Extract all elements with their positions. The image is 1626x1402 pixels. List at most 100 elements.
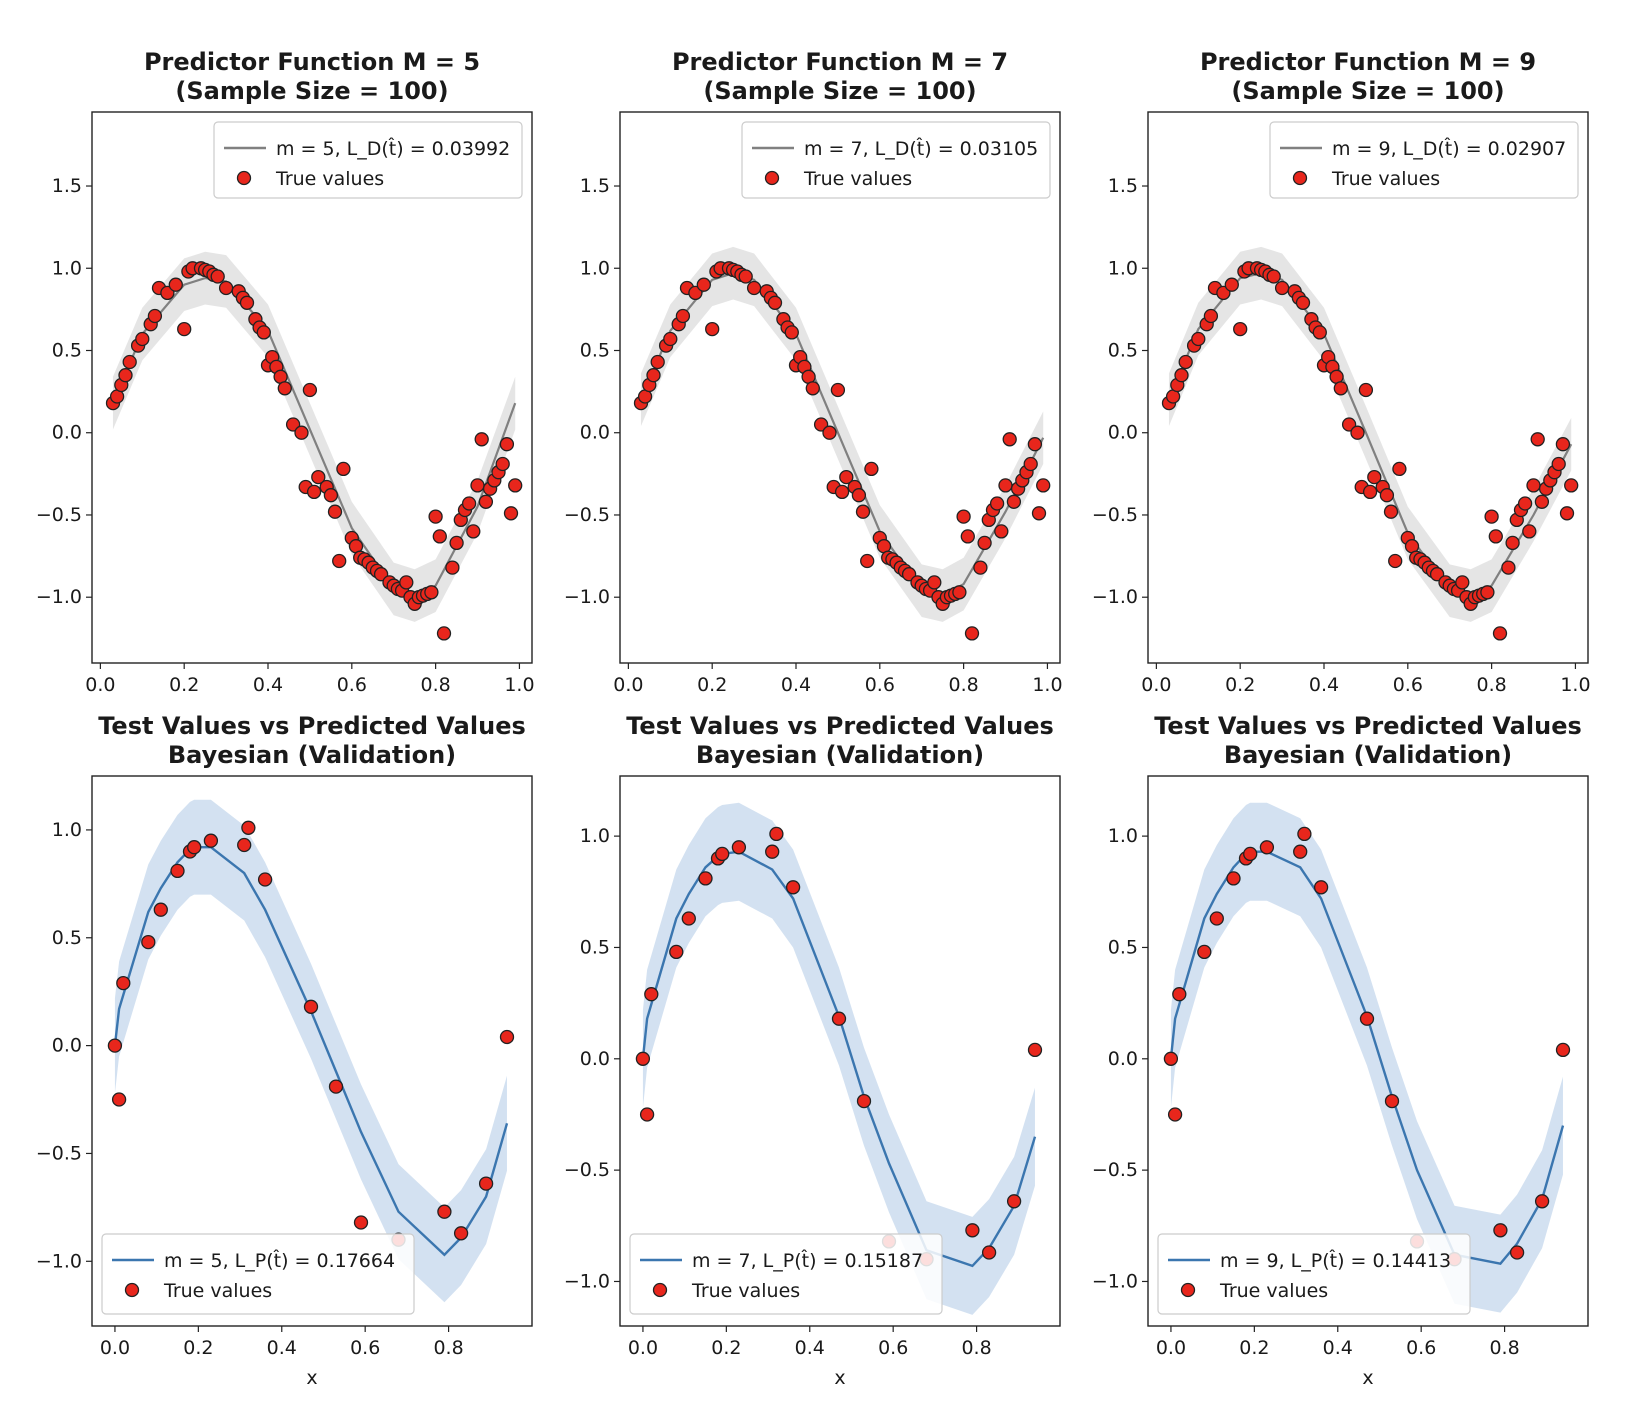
legend: m = 7, L_D(t̂) = 0.03105 True values — [741, 121, 1051, 199]
data-point — [499, 437, 515, 452]
legend: m = 9, L_D(t̂) = 0.02907 True values — [1269, 121, 1579, 199]
x-tick-label: 0.6 — [337, 674, 367, 696]
legend-frame — [741, 121, 1051, 199]
data-point — [785, 880, 801, 895]
data-point — [1031, 506, 1047, 521]
data-point — [116, 975, 131, 991]
data-point — [839, 469, 854, 485]
y-tick-label: 1.5 — [1108, 175, 1138, 197]
data-point — [1559, 506, 1575, 521]
data-point — [650, 354, 665, 370]
y-tick-label: 0.0 — [1108, 422, 1138, 444]
data-point — [153, 902, 168, 917]
y-tick-label: 1.0 — [1108, 257, 1138, 279]
x-tick-label: 0.2 — [183, 1337, 213, 1359]
data-point — [294, 425, 309, 440]
predictor-line — [1167, 272, 1573, 597]
data-point — [1027, 1042, 1043, 1058]
data-point — [1293, 844, 1308, 859]
data-point — [449, 535, 464, 551]
x-tick-label: 0.6 — [865, 674, 895, 696]
data-point — [715, 846, 730, 862]
plot-area — [633, 246, 1051, 641]
x-tick-label: 0.8 — [433, 1337, 463, 1359]
data-point — [1359, 1011, 1375, 1026]
data-point — [1492, 626, 1508, 641]
legend-entry-fit: m = 7, L_P(t̂) = 0.15187 — [692, 1250, 923, 1272]
data-point — [705, 321, 720, 337]
data-point — [237, 837, 252, 853]
legend-frame — [101, 1233, 415, 1315]
data-point — [973, 560, 988, 575]
data-point — [855, 504, 871, 519]
y-tick-label: 0.5 — [52, 339, 82, 361]
panel-title: Predictor Function M = 7 — [672, 48, 1008, 76]
data-point — [277, 381, 292, 396]
data-point — [107, 1038, 123, 1053]
data-point — [1501, 560, 1516, 575]
y-tick-label: 0.5 — [1108, 936, 1138, 958]
data-point — [1555, 437, 1571, 452]
data-point — [1358, 382, 1374, 398]
legend-frame — [1269, 121, 1579, 199]
y-tick-label: −0.5 — [564, 1159, 610, 1181]
plot-area — [1161, 246, 1579, 641]
data-point — [1484, 509, 1499, 524]
legend-frame — [213, 121, 523, 199]
x-tick-label: 0.4 — [795, 1337, 825, 1359]
data-point — [1551, 456, 1566, 472]
legend-entry-true: True values — [691, 1280, 800, 1302]
legend-frame — [1157, 1233, 1471, 1315]
x-tick-label: 0.8 — [949, 674, 979, 696]
panel-3: Predictor Function M = 9(Sample Size = 1… — [1092, 48, 1591, 696]
legend-marker-swatch — [1180, 1282, 1196, 1298]
data-point — [399, 575, 414, 590]
legend-entry-true: True values — [163, 1280, 272, 1302]
data-point — [478, 494, 494, 509]
uncertainty-band — [642, 802, 1035, 1315]
y-tick-label: 0.5 — [1108, 339, 1138, 361]
x-tick-label: 1.0 — [504, 674, 534, 696]
data-point — [784, 325, 799, 340]
data-point — [635, 1051, 651, 1066]
y-tick-label: 1.0 — [52, 257, 82, 279]
y-tick-label: −0.5 — [1092, 504, 1138, 526]
data-point — [1313, 880, 1329, 895]
data-point — [1233, 321, 1248, 337]
x-tick-label: 0.4 — [253, 674, 283, 696]
x-tick-label: 0.4 — [267, 1337, 297, 1359]
data-point — [432, 529, 447, 544]
x-tick-label: 0.2 — [169, 674, 199, 696]
data-point — [170, 863, 185, 879]
data-point — [424, 585, 439, 600]
data-point — [767, 295, 783, 310]
x-axis-label: x — [834, 1367, 845, 1389]
x-tick-label: 0.0 — [1156, 1337, 1186, 1359]
axes-frame — [619, 111, 1061, 664]
y-tick-label: −0.5 — [564, 504, 610, 526]
y-tick-label: 0.0 — [580, 422, 610, 444]
data-point — [1006, 1194, 1022, 1209]
data-point — [135, 331, 150, 347]
data-point — [257, 872, 273, 887]
data-point — [503, 506, 519, 521]
x-tick-label: 0.0 — [628, 1337, 658, 1359]
legend-entry-true: True values — [803, 168, 912, 190]
x-tick-label: 0.2 — [697, 674, 727, 696]
legend-entry-true: True values — [1219, 1280, 1328, 1302]
data-point — [203, 833, 219, 848]
panel-subtitle: (Sample Size = 100) — [1231, 77, 1504, 105]
data-point — [353, 1215, 369, 1230]
data-point — [1517, 496, 1533, 511]
data-point — [311, 469, 326, 485]
data-point — [1174, 368, 1189, 383]
data-point — [731, 840, 747, 855]
panel-title: Predictor Function M = 9 — [1200, 48, 1536, 76]
x-tick-label: 1.0 — [1032, 674, 1062, 696]
data-point — [1036, 478, 1051, 493]
data-point — [998, 478, 1013, 493]
y-tick-label: 0.0 — [580, 1048, 610, 1070]
data-point — [1163, 1051, 1179, 1066]
data-point — [1191, 331, 1206, 347]
data-point — [956, 509, 971, 524]
